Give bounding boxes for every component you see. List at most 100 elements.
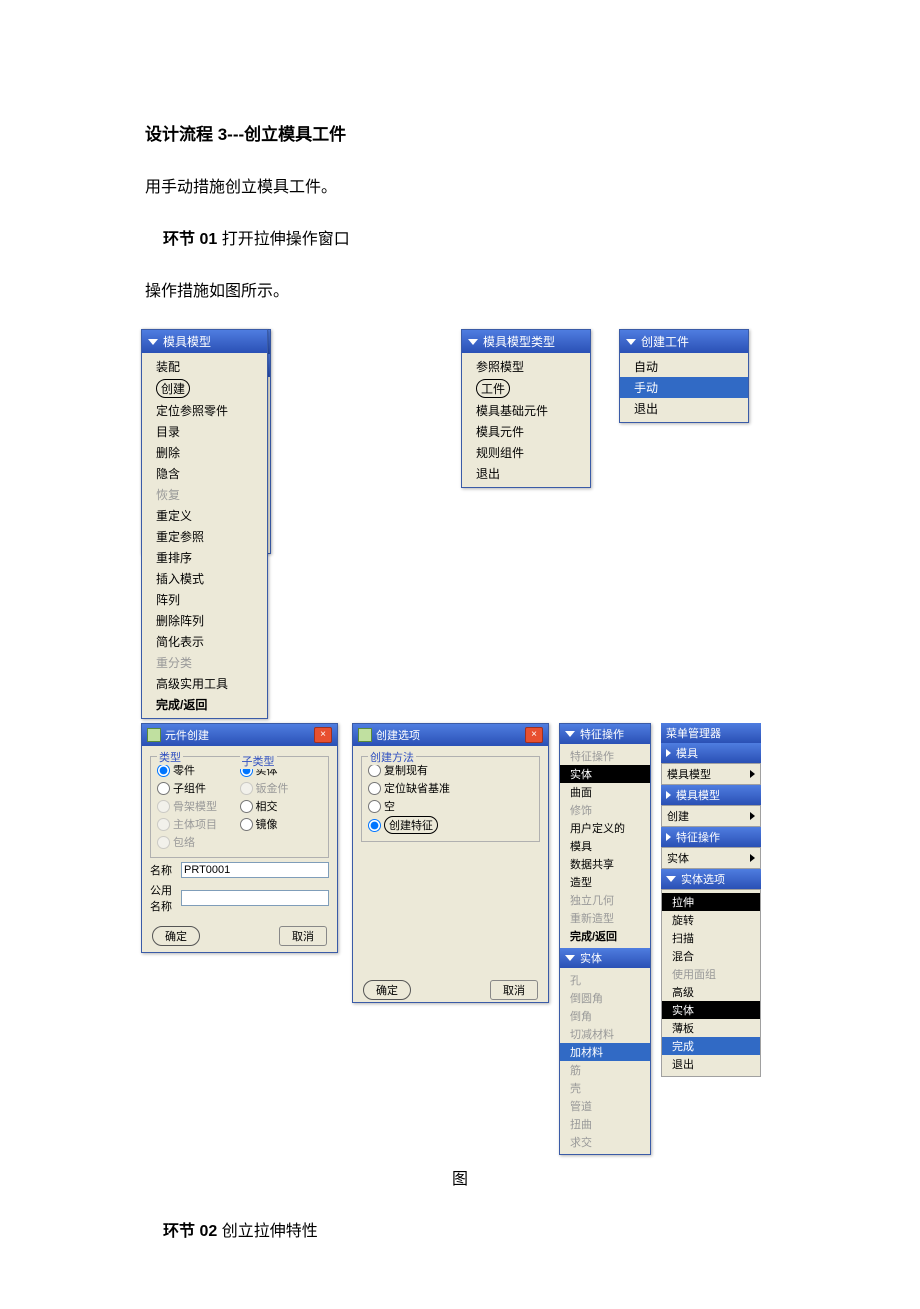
menu-item: 恢复	[142, 484, 267, 505]
nav-row[interactable]: 实体	[661, 847, 761, 869]
menu-item: 特征操作	[560, 747, 650, 765]
menu-item[interactable]: 阵列	[142, 589, 267, 610]
group-type-label: 类型	[157, 749, 183, 765]
menu-title: 实体	[560, 948, 650, 968]
cancel-button[interactable]: 取消	[279, 926, 327, 946]
menu-item[interactable]: 退出	[662, 1055, 760, 1073]
app-icon	[147, 728, 161, 742]
name-input[interactable]	[181, 862, 329, 878]
menu-item: 扭曲	[560, 1115, 650, 1133]
menu-item[interactable]: 手动	[620, 377, 748, 398]
menu-item[interactable]: 完成/返回	[142, 694, 267, 715]
menu-item[interactable]: 模具基础元件	[462, 400, 590, 421]
menu-item: 倒角	[560, 1007, 650, 1025]
chevron-down-icon	[565, 955, 575, 961]
menu-item[interactable]: 工件	[462, 377, 590, 400]
chevron-down-icon	[565, 731, 575, 737]
common-name-input[interactable]	[181, 890, 329, 906]
radio-option[interactable]: 子组件	[157, 779, 240, 797]
nav-row[interactable]: 模具模型	[661, 785, 761, 805]
dialog-title: 元件创建 ×	[142, 724, 337, 746]
nav-header: 菜单管理器	[661, 723, 761, 743]
figure-container: 菜单管理器 模具 模具模型特征收缩模具元件模具进料孔铸模模具布局集成 模具模型 …	[141, 329, 775, 1159]
chevron-right-icon	[666, 791, 671, 799]
chevron-down-icon	[468, 339, 478, 345]
chevron-right-icon	[750, 770, 755, 778]
chevron-right-icon	[750, 854, 755, 862]
menu-item[interactable]: 扫描	[662, 929, 760, 947]
menu-item[interactable]: 退出	[620, 398, 748, 419]
dialog-create-options: 创建选项 × 创建方法 复制现有定位缺省基准空创建特征 确定 取消	[352, 723, 549, 1003]
cancel-button[interactable]: 取消	[490, 980, 538, 1000]
menu-item[interactable]: 重定义	[142, 505, 267, 526]
ok-button[interactable]: 确定	[363, 980, 411, 1000]
menu-item[interactable]: 用户定义的	[560, 819, 650, 837]
chevron-down-icon	[626, 339, 636, 345]
menu-item[interactable]: 自动	[620, 356, 748, 377]
menu-item[interactable]: 完成	[662, 1037, 760, 1055]
chevron-right-icon	[666, 833, 671, 841]
paragraph-2: 操作措施如图所示。	[145, 277, 775, 301]
menu-item[interactable]: 退出	[462, 463, 590, 484]
app-icon	[358, 728, 372, 742]
menu-item[interactable]: 混合	[662, 947, 760, 965]
nav-row[interactable]: 模具模型	[661, 763, 761, 785]
menu-item[interactable]: 重排序	[142, 547, 267, 568]
step-01: 环节 01 打开拉伸操作窗口	[163, 225, 775, 249]
radio-option[interactable]: 创建特征	[368, 815, 533, 835]
menu-item[interactable]: 创建	[142, 377, 267, 400]
close-icon[interactable]: ×	[525, 727, 543, 743]
chevron-down-icon	[666, 876, 676, 882]
menu-item[interactable]: 装配	[142, 356, 267, 377]
radio-option: 包络	[157, 833, 240, 851]
ok-button[interactable]: 确定	[152, 926, 200, 946]
menu-item[interactable]: 薄板	[662, 1019, 760, 1037]
menu-title: 特征操作	[560, 724, 650, 744]
menu-item[interactable]: 高级	[662, 983, 760, 1001]
menu-item[interactable]: 实体	[560, 765, 650, 783]
radio-option[interactable]: 定位缺省基准	[368, 779, 533, 797]
radio-option: 骨架模型	[157, 797, 240, 815]
menu-item: 重分类	[142, 652, 267, 673]
nav-row[interactable]: 特征操作	[661, 827, 761, 847]
nav-header: 实体选项	[661, 869, 761, 889]
menu-item: 独立几何	[560, 891, 650, 909]
menu-item[interactable]: 参照模型	[462, 356, 590, 377]
menu-item: 壳	[560, 1079, 650, 1097]
group-subtype-label: 子类型	[240, 753, 277, 769]
menu-item[interactable]: 定位参照零件	[142, 400, 267, 421]
menu-item[interactable]: 加材料	[560, 1043, 650, 1061]
menu-item[interactable]: 规则组件	[462, 442, 590, 463]
menu-item[interactable]: 隐含	[142, 463, 267, 484]
menu-item[interactable]: 拉伸	[662, 893, 760, 911]
menu-item[interactable]: 目录	[142, 421, 267, 442]
radio-option[interactable]: 空	[368, 797, 533, 815]
menu-item[interactable]: 曲面	[560, 783, 650, 801]
menu-manager-stack: 菜单管理器 模具 模具模型 模具模型 创建 特征操作 实体 实体选项 拉伸旋转扫…	[661, 723, 761, 1077]
menu-item[interactable]: 删除	[142, 442, 267, 463]
menu-item[interactable]: 模具元件	[462, 421, 590, 442]
menu-item[interactable]: 删除阵列	[142, 610, 267, 631]
radio-option[interactable]: 相交	[240, 797, 323, 815]
menu-item[interactable]: 高级实用工具	[142, 673, 267, 694]
menu-item[interactable]: 造型	[560, 873, 650, 891]
menu-title: 创建工件	[620, 330, 748, 353]
close-icon[interactable]: ×	[314, 727, 332, 743]
menu-item[interactable]: 旋转	[662, 911, 760, 929]
radio-option[interactable]: 镜像	[240, 815, 323, 833]
nav-row[interactable]: 模具	[661, 743, 761, 763]
menu-item[interactable]: 数据共享	[560, 855, 650, 873]
chevron-down-icon	[148, 339, 158, 345]
menu-item: 倒圆角	[560, 989, 650, 1007]
menu-item: 修饰	[560, 801, 650, 819]
menu-item[interactable]: 模具	[560, 837, 650, 855]
menu-item[interactable]: 插入模式	[142, 568, 267, 589]
menu-item[interactable]: 重定参照	[142, 526, 267, 547]
menu-item[interactable]: 实体	[662, 1001, 760, 1019]
menu-item: 孔	[560, 971, 650, 989]
menu-item[interactable]: 简化表示	[142, 631, 267, 652]
nav-row[interactable]: 创建	[661, 805, 761, 827]
group-method-label: 创建方法	[368, 749, 416, 765]
menu-mold-model-type: 模具模型类型 参照模型工件模具基础元件模具元件规则组件退出	[461, 329, 591, 488]
menu-item[interactable]: 完成/返回	[560, 927, 650, 945]
